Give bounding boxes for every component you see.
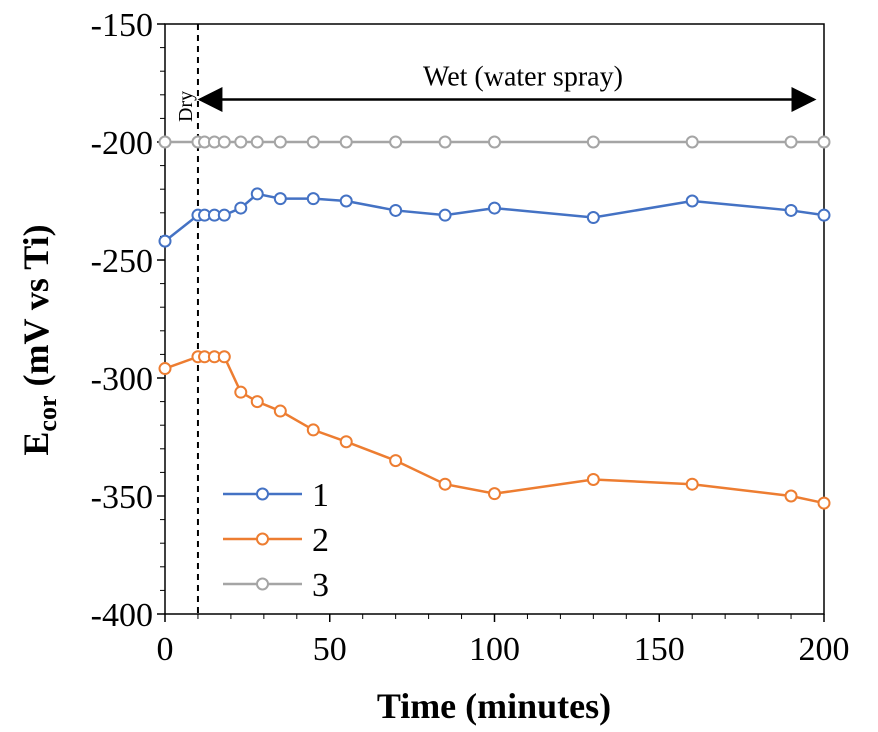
legend-label-2: 2: [312, 522, 329, 559]
series-3-point: [389, 135, 403, 149]
legend-label-3: 3: [312, 567, 329, 604]
series-3-point: [438, 135, 452, 149]
plot-area: [164, 23, 825, 615]
series-1: [158, 187, 831, 248]
series-1-point: [306, 192, 320, 206]
series-3-point: [339, 135, 353, 149]
series-3-point: [273, 135, 287, 149]
series-2-point: [339, 435, 353, 449]
y-tick-label: -150: [91, 7, 153, 44]
series-2-point: [158, 362, 172, 376]
series-layer: [158, 135, 831, 510]
series-1-point: [250, 187, 264, 201]
legend-marker-2: [256, 532, 269, 546]
x-tick-label: 100: [469, 631, 520, 668]
series-1-point: [234, 201, 248, 215]
series-3-point: [488, 135, 501, 149]
series-1-point: [158, 234, 172, 248]
series-3-point: [685, 135, 699, 149]
x-tick-label: 200: [799, 631, 850, 668]
y-tick-label: -200: [91, 125, 153, 162]
legend-marker-1: [256, 487, 269, 501]
series-3-point: [158, 135, 172, 149]
x-tick-label: 150: [634, 631, 685, 668]
series-1-point: [784, 203, 798, 217]
dry-label: Dry: [175, 91, 197, 122]
y-axis-title-main: E: [16, 432, 56, 456]
series-1-point: [389, 203, 403, 217]
series-2-point: [438, 477, 452, 491]
x-axis: 0 50 100 150 200: [157, 614, 850, 668]
series-1-point: [488, 201, 501, 215]
series-3-point: [217, 135, 231, 149]
series-1-point: [438, 208, 452, 222]
series-3-point: [784, 135, 798, 149]
series-1-point: [339, 194, 353, 208]
series-3-point: [817, 135, 831, 149]
series-3-point: [306, 135, 320, 149]
series-3-point: [250, 135, 264, 149]
series-2-point: [784, 489, 798, 503]
y-tick-label: -300: [91, 361, 153, 398]
series-1-point: [586, 211, 600, 225]
series-3: [158, 135, 831, 149]
series-2-point: [234, 385, 248, 399]
x-tick-label: 0: [157, 631, 174, 668]
series-1-line: [164, 192, 825, 243]
legend: 1 2 3: [223, 477, 329, 604]
legend-label-1: 1: [312, 477, 329, 514]
series-2-point: [488, 487, 501, 501]
y-axis-title-rest: (mV vs Ti): [16, 224, 56, 395]
series-1-point: [685, 194, 699, 208]
series-2-point: [685, 477, 699, 491]
series-1-point: [217, 208, 231, 222]
series-2: [158, 350, 831, 510]
series-2-point: [817, 496, 831, 510]
series-2-point: [273, 404, 287, 418]
series-2-point: [306, 423, 320, 437]
y-axis: -400 -350 -300 -250 -200 -150: [91, 7, 165, 634]
series-1-point: [817, 208, 831, 222]
series-2-point: [586, 472, 600, 486]
series-1-point: [273, 192, 287, 206]
series-2-point: [389, 454, 403, 468]
x-tick-label: 50: [313, 631, 347, 668]
y-tick-label: -350: [91, 479, 153, 516]
y-axis-title-subscript: cor: [33, 395, 62, 431]
series-2-line: [164, 355, 825, 505]
series-3-point: [586, 135, 600, 149]
series-2-point: [250, 395, 264, 409]
y-tick-label: -250: [91, 243, 153, 280]
y-axis-title: Ecor (mV vs Ti): [16, 224, 62, 455]
y-tick-label: -400: [91, 597, 153, 634]
legend-marker-3: [256, 577, 269, 591]
series-3-point: [234, 135, 248, 149]
x-axis-title: Time (minutes): [377, 686, 611, 726]
series-2-point: [217, 350, 231, 364]
wet-label: Wet (water spray): [423, 62, 623, 93]
